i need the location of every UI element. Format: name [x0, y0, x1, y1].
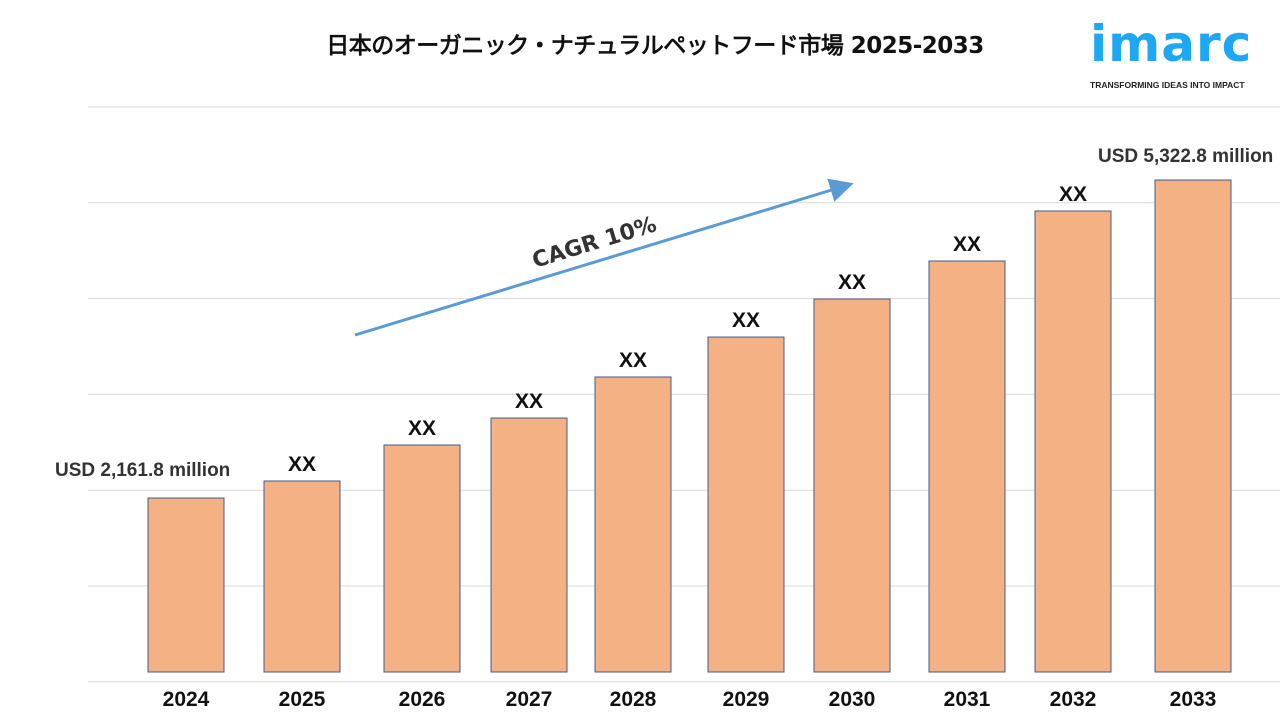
x-tick-label: 2030: [829, 688, 876, 711]
data-label: XX: [619, 349, 647, 372]
data-label: USD 2,161.8 million: [55, 460, 230, 481]
x-tick-label: 2033: [1170, 688, 1217, 711]
data-label: XX: [1059, 183, 1087, 206]
bar-2029: [707, 336, 785, 673]
x-tick-label: 2027: [506, 688, 553, 711]
x-tick-label: 2026: [399, 688, 446, 711]
bar-2031: [928, 260, 1006, 673]
logo-wordmark: imarc: [1090, 15, 1253, 73]
x-tick-label: 2031: [944, 688, 991, 711]
bar-2032: [1034, 210, 1112, 673]
data-label: USD 5,322.8 million: [1098, 146, 1273, 167]
data-label: XX: [732, 309, 760, 332]
cagr-label: CAGR 10%: [529, 212, 659, 273]
data-label: XX: [953, 233, 981, 256]
chart-title: 日本のオーガニック・ナチュラルペットフード市場 2025-2033: [326, 33, 984, 59]
data-label: XX: [515, 390, 543, 413]
imarc-logo: imarc TRANSFORMING IDEAS INTO IMPACT: [1088, 14, 1268, 100]
bar-2027: [490, 417, 568, 673]
cagr-arrow: CAGR 10%: [354, 178, 854, 337]
data-label: XX: [838, 271, 866, 294]
logo-tagline: TRANSFORMING IDEAS INTO IMPACT: [1090, 80, 1245, 90]
bar-2033: [1154, 179, 1232, 673]
x-tick-label: 2025: [279, 688, 326, 711]
bar-2028: [594, 376, 672, 673]
bar-2030: [813, 298, 891, 673]
x-tick-label: 2028: [610, 688, 657, 711]
x-tick-label: 2024: [163, 688, 210, 711]
bar-2024: [147, 497, 225, 673]
x-tick-label: 2032: [1050, 688, 1097, 711]
bar-2025: [263, 480, 341, 673]
bar-2026: [383, 444, 461, 673]
data-label: XX: [408, 417, 436, 440]
data-label: XX: [288, 453, 316, 476]
x-tick-label: 2029: [723, 688, 770, 711]
